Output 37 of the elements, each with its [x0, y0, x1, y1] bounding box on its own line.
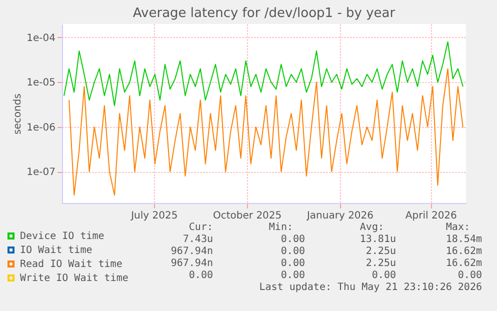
x-tick-label: October 2025 — [213, 210, 282, 222]
text: 2.25u — [366, 258, 396, 269]
text: Cur: — [188, 222, 213, 233]
text: 0.00 — [372, 270, 396, 281]
text: 7.43u — [182, 234, 213, 245]
line-series — [68, 68, 464, 196]
legend-label: Device IO time — [20, 231, 104, 242]
x-tick-label: July 2025 — [130, 210, 178, 222]
text: 0.00 — [280, 270, 305, 281]
line-series — [64, 41, 464, 106]
text: 967.94n — [170, 258, 213, 269]
legend-label: IO Wait time — [20, 245, 92, 256]
text: Min: — [268, 222, 293, 233]
chart-title: Average latency for /dev/loop1 - by year — [132, 6, 396, 21]
y-tick-label: 1e-06 — [26, 122, 56, 134]
text: 16.62m — [446, 246, 482, 257]
text: 0.00 — [458, 270, 482, 281]
text: 0.00 — [280, 246, 305, 257]
text: 0.00 — [188, 270, 213, 281]
y-axis-title: seconds — [12, 94, 24, 134]
y-tick-label: 1e-07 — [26, 167, 56, 178]
x-tick-label: April 2026 — [405, 210, 457, 222]
text: 967.94n — [170, 246, 213, 257]
text: 16.62m — [446, 258, 482, 269]
y-tick-label: 1e-04 — [26, 32, 56, 44]
text: Max: — [446, 222, 470, 233]
text: 0.00 — [280, 234, 305, 245]
text: 18.54m — [446, 234, 482, 245]
legend-label: Write IO Wait time — [20, 273, 128, 284]
legend-label: Read IO Wait time — [20, 259, 122, 270]
text: 13.81u — [360, 234, 396, 245]
text: Last update: Thu May 21 23:10:26 2026 — [259, 282, 482, 293]
x-tick-label: January 2026 — [306, 210, 374, 222]
y-tick-label: 1e-05 — [26, 78, 56, 89]
text: 2.25u — [366, 246, 396, 257]
text: 0.00 — [280, 258, 305, 269]
text: Avg: — [360, 222, 384, 233]
